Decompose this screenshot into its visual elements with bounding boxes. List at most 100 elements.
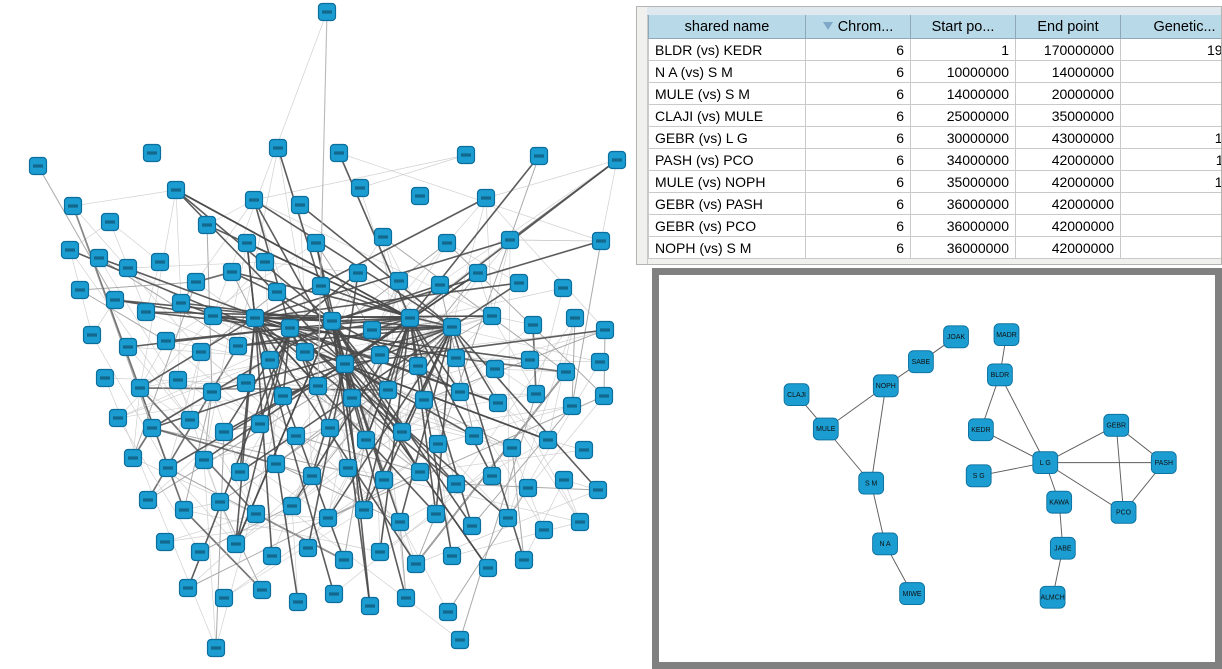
table-cell-start_point[interactable]: 36000000 bbox=[910, 214, 1016, 237]
main-network-edge[interactable] bbox=[307, 439, 367, 549]
table-cell-end_point[interactable]: 42000000 bbox=[1015, 192, 1121, 215]
main-network-node[interactable] bbox=[280, 318, 300, 338]
main-network-node[interactable] bbox=[437, 233, 457, 253]
main-network-node[interactable] bbox=[446, 348, 466, 368]
node-shape[interactable] bbox=[858, 471, 885, 495]
table-cell-end_point[interactable]: 42000000 bbox=[1015, 170, 1121, 193]
main-network-node[interactable] bbox=[329, 143, 349, 163]
main-network-node[interactable] bbox=[322, 311, 342, 331]
table-cell-end_point[interactable]: 14000000 bbox=[1015, 60, 1121, 83]
main-network-node[interactable] bbox=[354, 500, 374, 520]
main-network-node[interactable] bbox=[28, 156, 48, 176]
column-header-shared-name[interactable]: shared name bbox=[648, 15, 806, 39]
main-network-node[interactable] bbox=[554, 470, 574, 490]
main-network-node[interactable] bbox=[438, 602, 458, 622]
main-network-node[interactable] bbox=[446, 474, 466, 494]
main-network-edge[interactable] bbox=[333, 447, 513, 595]
subnetwork-node[interactable]: PASH bbox=[1150, 451, 1177, 475]
main-network-node[interactable] bbox=[378, 380, 398, 400]
main-network-node[interactable] bbox=[406, 554, 426, 574]
main-network-node[interactable] bbox=[260, 350, 280, 370]
main-network-node[interactable] bbox=[389, 271, 409, 291]
table-body[interactable]: BLDR (vs) KEDR61170000000192.0N A (vs) S… bbox=[648, 38, 1221, 259]
column-header-chromosome[interactable]: Chrom... bbox=[805, 15, 911, 39]
main-network-edge[interactable] bbox=[187, 471, 421, 589]
main-network-node[interactable] bbox=[426, 504, 446, 524]
main-network-edge[interactable] bbox=[485, 197, 606, 331]
main-network-node[interactable] bbox=[194, 450, 214, 470]
main-network-node[interactable] bbox=[246, 504, 266, 524]
main-network-edge[interactable] bbox=[327, 439, 367, 519]
main-network-edge[interactable] bbox=[183, 509, 263, 591]
table-row[interactable]: GEBR (vs) PCO636000000420000008.4 bbox=[648, 214, 1221, 237]
main-network-node[interactable] bbox=[262, 546, 282, 566]
main-network-edge[interactable] bbox=[69, 249, 191, 421]
table-cell-shared_name[interactable]: MULE (vs) NOPH bbox=[648, 170, 806, 193]
table-cell-shared_name[interactable]: GEBR (vs) L G bbox=[648, 126, 806, 149]
main-network-node[interactable] bbox=[286, 426, 306, 446]
node-shape[interactable] bbox=[1049, 536, 1076, 560]
table-cell-start_point[interactable]: 35000000 bbox=[910, 170, 1016, 193]
column-header-end-point[interactable]: End point bbox=[1015, 15, 1121, 39]
main-network-node[interactable] bbox=[594, 386, 614, 406]
main-network-node[interactable] bbox=[273, 386, 293, 406]
main-network-node[interactable] bbox=[588, 480, 608, 500]
main-network-node[interactable] bbox=[230, 462, 250, 482]
main-network-node[interactable] bbox=[514, 550, 534, 570]
main-network-node[interactable] bbox=[203, 306, 223, 326]
main-network-node[interactable] bbox=[180, 410, 200, 430]
main-network-edge[interactable] bbox=[409, 317, 601, 363]
main-network-node[interactable] bbox=[562, 396, 582, 416]
table-row[interactable]: BLDR (vs) KEDR61170000000192.0 bbox=[648, 38, 1221, 61]
main-network-node[interactable] bbox=[237, 233, 257, 253]
main-network-edge[interactable] bbox=[451, 521, 581, 557]
main-network-node[interactable] bbox=[538, 430, 558, 450]
main-network-edge[interactable] bbox=[246, 242, 256, 319]
main-network-node[interactable] bbox=[317, 2, 337, 22]
main-network-edge[interactable] bbox=[331, 320, 453, 328]
main-network-node[interactable] bbox=[502, 438, 522, 458]
main-network-edge[interactable] bbox=[399, 326, 453, 523]
main-network-node[interactable] bbox=[268, 138, 288, 158]
table-cell-end_point[interactable]: 20000000 bbox=[1015, 82, 1121, 105]
main-network-node[interactable] bbox=[210, 492, 230, 512]
main-network-edge[interactable] bbox=[359, 154, 467, 189]
node-shape[interactable] bbox=[1110, 500, 1137, 524]
table-cell-shared_name[interactable]: PASH (vs) PCO bbox=[648, 148, 806, 171]
main-network-edge[interactable] bbox=[117, 417, 201, 553]
table-row[interactable]: MULE (vs) NOPH6350000004200000010.5 bbox=[648, 170, 1221, 193]
main-network-node[interactable] bbox=[118, 337, 138, 357]
main-network-edge[interactable] bbox=[255, 513, 329, 519]
table-cell-start_point[interactable]: 10000000 bbox=[910, 60, 1016, 83]
main-network-node[interactable] bbox=[570, 512, 590, 532]
main-network-edge[interactable] bbox=[175, 189, 411, 319]
table-cell-genetic[interactable]: 8.4 bbox=[1120, 214, 1221, 237]
main-network-node[interactable] bbox=[456, 145, 476, 165]
main-network-edge[interactable] bbox=[507, 239, 511, 519]
subnetwork-node[interactable]: SABE bbox=[908, 350, 934, 374]
node-shape[interactable] bbox=[783, 383, 810, 407]
main-network-edge[interactable] bbox=[451, 326, 599, 491]
node-shape[interactable] bbox=[908, 350, 934, 374]
main-network-edge[interactable] bbox=[254, 317, 417, 565]
table-scrollbar[interactable] bbox=[638, 8, 648, 264]
main-network-node[interactable] bbox=[488, 393, 508, 413]
main-network-node[interactable] bbox=[410, 186, 430, 206]
main-network-node[interactable] bbox=[186, 272, 206, 292]
column-header-start-point[interactable]: Start po... bbox=[910, 15, 1016, 39]
main-network-node[interactable] bbox=[318, 508, 338, 528]
main-network-node[interactable] bbox=[334, 550, 354, 570]
main-network-node[interactable] bbox=[373, 227, 393, 247]
main-network-edge[interactable] bbox=[399, 521, 407, 599]
main-network-edge[interactable] bbox=[451, 282, 520, 328]
main-network-edge[interactable] bbox=[471, 405, 573, 527]
main-network-node[interactable] bbox=[595, 320, 615, 340]
subnetwork-node[interactable]: PCO bbox=[1110, 500, 1137, 524]
main-network-node[interactable] bbox=[565, 308, 585, 328]
main-network-edge[interactable] bbox=[91, 334, 169, 469]
table-cell-chromosome[interactable]: 6 bbox=[805, 148, 911, 171]
table-cell-genetic[interactable]: 16.9 bbox=[1120, 126, 1221, 149]
main-network-edge[interactable] bbox=[254, 239, 511, 319]
main-network-node[interactable] bbox=[400, 308, 420, 328]
main-network-edge[interactable] bbox=[132, 457, 257, 515]
